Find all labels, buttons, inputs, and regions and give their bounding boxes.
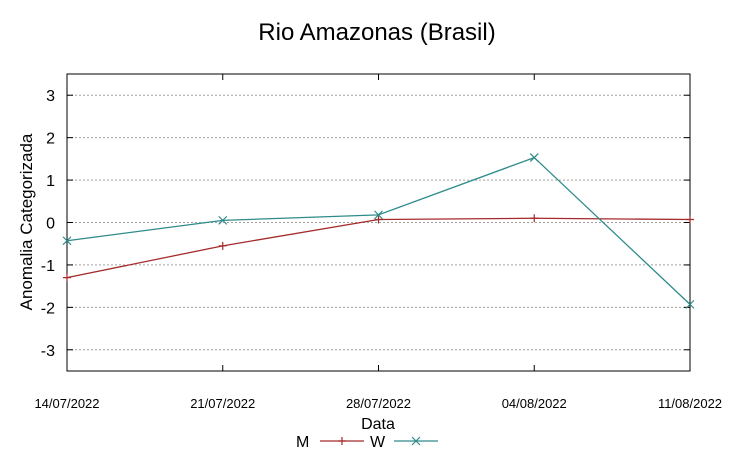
x-axis-label: Data: [361, 416, 395, 433]
point-w: [374, 210, 383, 220]
series-w: [62, 153, 695, 309]
y-tick-label: 1: [46, 173, 55, 190]
y-tick-label: -1: [41, 258, 55, 275]
point-m: [686, 215, 694, 224]
y-tick-label: 0: [46, 216, 55, 233]
point-w: [218, 215, 228, 225]
y-tick-label: -3: [41, 343, 55, 360]
point-m: [218, 241, 227, 250]
x-tick-label: 11/08/2022: [658, 396, 722, 411]
point-w: [62, 236, 72, 246]
series-line-m: [66, 217, 691, 279]
legend-label-w: W: [370, 434, 386, 451]
chart-title: Rio Amazonas (Brasil): [258, 19, 495, 46]
y-tick-label: -2: [41, 300, 55, 317]
point-m: [530, 214, 539, 223]
y-axis: 3 2 1 0 -1 -2 -3: [41, 88, 690, 360]
legend-marker-m: [338, 437, 346, 445]
y-tick-label: 2: [46, 131, 55, 148]
legend-label-m: M: [296, 434, 309, 451]
point-m: [63, 273, 71, 282]
y-axis-label: Anomalia Categorizada: [17, 133, 36, 310]
x-tick-label: 04/08/2022: [502, 396, 567, 411]
point-w: [685, 299, 695, 309]
legend-marker-w: [411, 436, 421, 446]
x-tick-label: 28/07/2022: [346, 396, 411, 411]
series-m: [63, 214, 694, 282]
x-axis: 14/07/2022 21/07/2022 28/07/2022 04/08/2022…: [34, 74, 722, 411]
y-tick-label: 3: [46, 88, 55, 105]
x-tick-label: 14/07/2022: [34, 396, 99, 411]
series-layer: [62, 153, 695, 309]
x-tick-label: 21/07/2022: [190, 396, 255, 411]
point-m: [374, 215, 383, 224]
point-w: [529, 153, 539, 163]
